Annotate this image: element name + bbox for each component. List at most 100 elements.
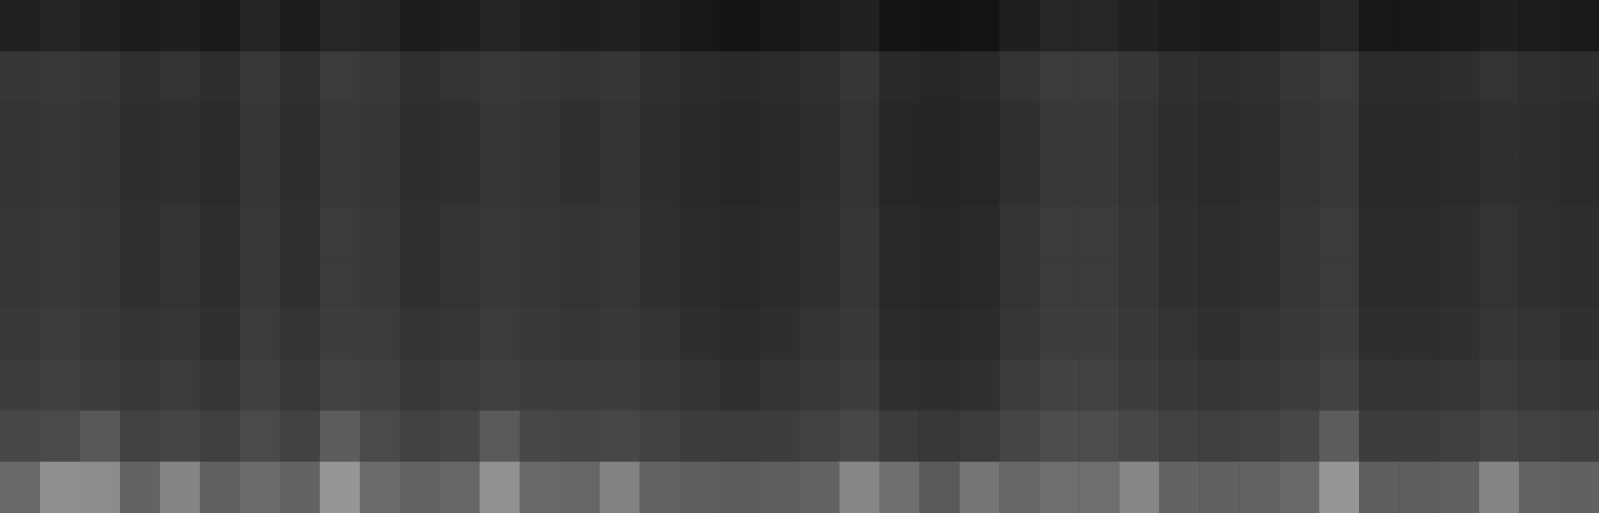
heatmap-cell xyxy=(1159,462,1199,513)
heatmap-cell xyxy=(240,205,280,257)
heatmap-cell xyxy=(959,103,999,155)
heatmap-cell xyxy=(120,257,160,309)
heatmap-cell xyxy=(1079,103,1119,155)
heatmap-cell xyxy=(1119,0,1159,52)
heatmap-cell xyxy=(560,51,600,103)
heatmap-cell xyxy=(760,205,800,257)
heatmap-cell xyxy=(1439,205,1479,257)
heatmap-cell xyxy=(1519,410,1559,462)
heatmap-cell xyxy=(120,359,160,411)
heatmap-cell xyxy=(280,154,320,206)
heatmap-cell xyxy=(560,410,600,462)
heatmap-cell xyxy=(1239,103,1279,155)
heatmap-cell xyxy=(1159,154,1199,206)
heatmap-cell xyxy=(1079,205,1119,257)
heatmap-cell xyxy=(160,257,200,309)
heatmap-cell xyxy=(160,462,200,513)
heatmap-cell xyxy=(440,205,480,257)
heatmap-cell xyxy=(959,410,999,462)
heatmap-cell xyxy=(1279,308,1319,360)
heatmap-cell xyxy=(440,308,480,360)
heatmap-cell xyxy=(760,257,800,309)
heatmap-cell xyxy=(560,103,600,155)
heatmap-cell xyxy=(1559,257,1599,309)
heatmap-cell xyxy=(879,359,919,411)
heatmap-cell xyxy=(1279,410,1319,462)
heatmap-cell xyxy=(1279,103,1319,155)
heatmap-cell xyxy=(120,51,160,103)
heatmap-cell xyxy=(1559,154,1599,206)
heatmap-cell xyxy=(1159,0,1199,52)
heatmap-cell xyxy=(1039,51,1079,103)
heatmap-cell xyxy=(919,51,959,103)
heatmap-cell xyxy=(520,462,560,513)
heatmap-cell xyxy=(1439,462,1479,513)
heatmap-cell xyxy=(1519,462,1559,513)
heatmap-cell xyxy=(160,308,200,360)
heatmap-cell xyxy=(760,103,800,155)
heatmap-cell xyxy=(1399,51,1439,103)
heatmap-cell xyxy=(959,308,999,360)
heatmap-cell xyxy=(1199,308,1239,360)
heatmap-cell xyxy=(1439,308,1479,360)
heatmap-cell xyxy=(680,410,720,462)
heatmap-cell xyxy=(440,462,480,513)
heatmap-cell xyxy=(240,308,280,360)
heatmap-cell xyxy=(120,0,160,52)
heatmap-cell xyxy=(839,257,879,309)
heatmap-cell xyxy=(40,205,80,257)
heatmap-cell xyxy=(80,308,120,360)
heatmap-cell xyxy=(1359,410,1399,462)
heatmap-cell xyxy=(1079,462,1119,513)
heatmap-cell xyxy=(1279,154,1319,206)
heatmap-cell xyxy=(800,205,840,257)
heatmap-cell xyxy=(600,154,640,206)
heatmap-cell xyxy=(1519,51,1559,103)
heatmap-cell xyxy=(200,154,240,206)
heatmap-cell xyxy=(1239,154,1279,206)
heatmap-cell xyxy=(800,410,840,462)
heatmap-cell xyxy=(1119,205,1159,257)
heatmap-cell xyxy=(839,410,879,462)
heatmap-cell xyxy=(440,257,480,309)
heatmap-cell xyxy=(1519,359,1559,411)
heatmap-cell xyxy=(1199,462,1239,513)
heatmap-cell xyxy=(999,205,1039,257)
heatmap-cell xyxy=(80,154,120,206)
heatmap-cell xyxy=(1359,257,1399,309)
heatmap-cell xyxy=(40,410,80,462)
heatmap-cell xyxy=(400,257,440,309)
heatmap-cell xyxy=(0,410,40,462)
heatmap-cell xyxy=(760,0,800,52)
heatmap-cell xyxy=(720,154,760,206)
heatmap-cell xyxy=(520,51,560,103)
heatmap-cell xyxy=(320,257,360,309)
heatmap-cell xyxy=(1159,257,1199,309)
heatmap-cell xyxy=(0,308,40,360)
heatmap-cell xyxy=(680,359,720,411)
heatmap-cell xyxy=(360,205,400,257)
heatmap-cell xyxy=(1519,205,1559,257)
heatmap-cell xyxy=(1399,0,1439,52)
heatmap-cell xyxy=(1559,51,1599,103)
heatmap-cell xyxy=(1439,154,1479,206)
heatmap-cell xyxy=(1399,359,1439,411)
cells xyxy=(0,0,1599,513)
heatmap-cell xyxy=(1559,410,1599,462)
heatmap-cell xyxy=(680,51,720,103)
heatmap-cell xyxy=(1239,257,1279,309)
heatmap-cell xyxy=(800,154,840,206)
heatmap-cell xyxy=(1159,410,1199,462)
heatmap-cell xyxy=(440,154,480,206)
heatmap-cell xyxy=(1159,359,1199,411)
heatmap-cell xyxy=(1359,308,1399,360)
heatmap-cell xyxy=(600,0,640,52)
heatmap-cell xyxy=(800,257,840,309)
heatmap-cell xyxy=(360,359,400,411)
heatmap-cell xyxy=(240,462,280,513)
heatmap-cell xyxy=(640,0,680,52)
heatmap-cell xyxy=(0,0,40,52)
heatmap-cell xyxy=(1159,308,1199,360)
heatmap-cell xyxy=(999,103,1039,155)
heatmap-cell xyxy=(40,462,80,513)
